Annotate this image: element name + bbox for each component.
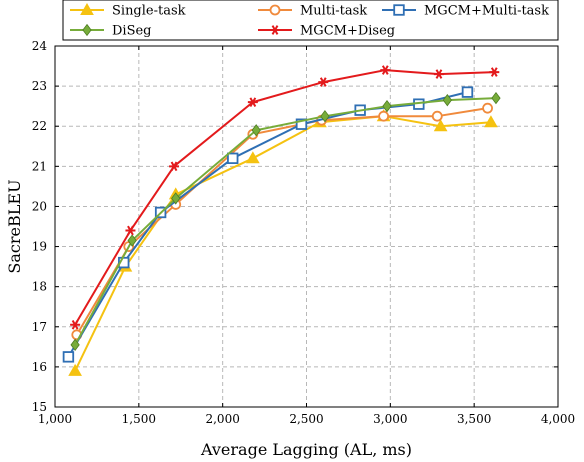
legend-label: Multi-task: [300, 4, 367, 19]
legend-box: [62, 0, 559, 41]
y-tick-label: 15: [32, 400, 47, 414]
y-axis-title: SacreBLEU: [5, 179, 24, 273]
data-point: [433, 119, 448, 132]
series-line: [75, 107, 488, 336]
legend-label: MGCM+Multi-task: [424, 4, 549, 19]
series-line: [74, 69, 495, 326]
axis-ticks: 1,000 1,500 2,000 2,500 3,000 3,500 4,000 15 16 1…: [32, 39, 575, 426]
data-point: [491, 91, 501, 105]
data-point: [127, 234, 137, 247]
x-tick-label: 4,000: [541, 412, 575, 426]
legend-item: MGCM+Multi-task: [382, 4, 549, 19]
x-tick-label: 1,000: [38, 412, 72, 426]
data-point: [320, 110, 330, 123]
y-tick-label: 23: [32, 79, 47, 93]
data-point: [169, 161, 180, 172]
legend-item: MGCM+Diseg: [258, 24, 395, 39]
data-point: [433, 69, 444, 79]
series-mgcm-diseg: [70, 65, 500, 330]
data-point: [62, 351, 75, 363]
plot-frame: [54, 45, 559, 408]
data-point: [442, 93, 452, 107]
legend-marker: [80, 2, 94, 15]
x-axis-title: Average Lagging (AL, ms): [200, 440, 412, 459]
y-tick-label: 22: [32, 119, 47, 133]
data-point: [382, 99, 392, 113]
y-tick-label: 20: [32, 199, 47, 213]
legend-marker: [393, 4, 405, 16]
series-group: [62, 65, 501, 376]
legend-marker: [82, 23, 92, 37]
x-tick-label: 1,500: [122, 412, 156, 426]
y-tick-label: 19: [32, 240, 47, 254]
y-tick-label: 16: [32, 360, 47, 374]
series-line: [74, 115, 492, 372]
legend-marker: [270, 25, 280, 35]
legend-item: Multi-task: [258, 4, 367, 19]
data-point: [171, 192, 181, 205]
x-tick-label: 3,500: [457, 412, 491, 426]
grid: [55, 46, 558, 407]
data-point: [68, 363, 82, 376]
y-tick-label: 21: [32, 159, 47, 173]
data-point: [461, 86, 474, 98]
data-point: [378, 110, 390, 122]
legend: Single-task Multi-task MGCM+Multi-task DiSe…: [62, 0, 559, 41]
data-point: [431, 110, 443, 122]
data-point: [318, 77, 329, 87]
legend-marker: [269, 4, 281, 16]
data-point: [70, 319, 81, 330]
data-point: [70, 338, 80, 351]
series-mgcm-multi-task: [62, 86, 474, 363]
data-point: [380, 65, 391, 75]
data-point: [489, 67, 500, 77]
data-point: [247, 97, 258, 107]
data-point: [245, 151, 260, 164]
y-tick-label: 18: [32, 280, 47, 294]
y-tick-label: 17: [32, 320, 47, 334]
series-line: [67, 91, 468, 358]
legend-label: DiSeg: [112, 24, 152, 39]
series-multi-task: [71, 102, 493, 341]
data-point: [295, 118, 308, 130]
legend-item: Single-task: [70, 2, 186, 19]
data-point: [251, 124, 261, 137]
x-tick-label: 3,000: [373, 412, 407, 426]
x-tick-label: 2,500: [289, 412, 323, 426]
legend-label: Single-task: [112, 4, 186, 19]
legend-label: MGCM+Diseg: [300, 24, 395, 39]
series-line: [74, 97, 497, 346]
data-point: [125, 225, 136, 236]
y-tick-label: 24: [32, 39, 48, 53]
legend-item: DiSeg: [70, 24, 152, 39]
data-point: [482, 102, 493, 114]
series-diseg: [70, 91, 501, 351]
data-point: [227, 152, 239, 165]
data-point: [484, 115, 498, 128]
x-tick-label: 2,000: [205, 412, 239, 426]
